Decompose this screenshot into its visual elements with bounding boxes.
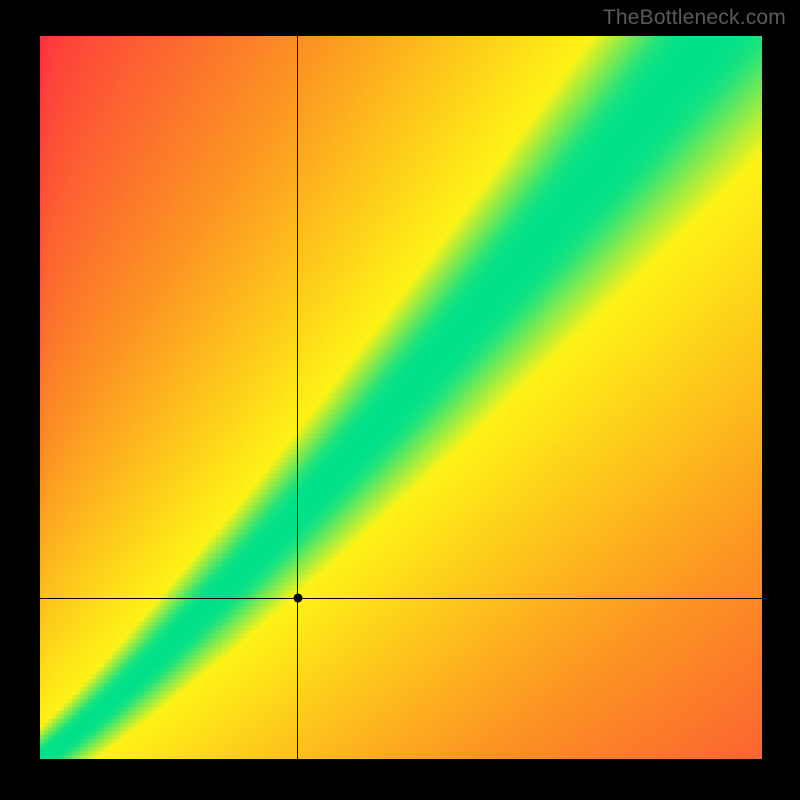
crosshair-horizontal (40, 598, 762, 599)
heatmap-plot (40, 36, 762, 759)
crosshair-marker (293, 594, 302, 603)
heatmap-canvas (40, 36, 762, 759)
watermark-text: TheBottleneck.com (603, 6, 786, 30)
crosshair-vertical (297, 36, 298, 759)
